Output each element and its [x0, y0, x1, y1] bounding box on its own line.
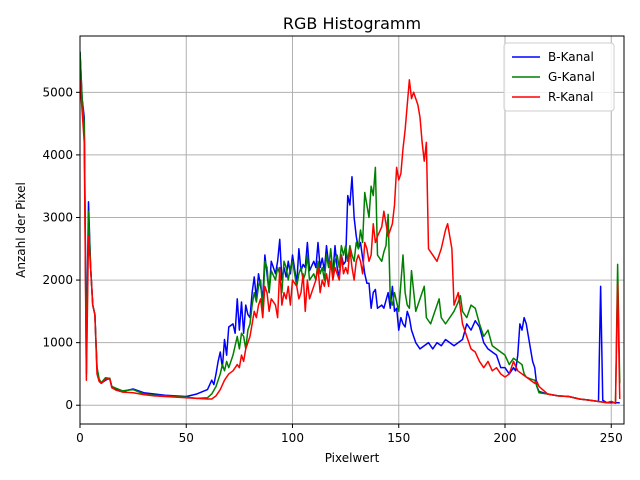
- y-tick-label-2000: 2000: [42, 273, 73, 287]
- y-axis: 0 1000 2000 3000 4000 5000: [42, 85, 80, 412]
- series-line-g-kanal: [80, 51, 621, 405]
- series-line-r-kanal: [80, 79, 621, 405]
- y-axis-label: Anzahl der Pixel: [14, 182, 28, 278]
- x-tick-label-50: 50: [179, 431, 194, 445]
- x-tick-label-200: 200: [494, 431, 517, 445]
- x-tick-label-100: 100: [281, 431, 304, 445]
- grid-lines: [79, 36, 624, 424]
- y-tick-label-0: 0: [65, 398, 73, 412]
- legend: B-Kanal G-Kanal R-Kanal: [503, 42, 615, 112]
- x-tick-label-250: 250: [600, 431, 623, 445]
- legend-label-b-kanal: B-Kanal: [548, 50, 594, 64]
- x-tick-label-0: 0: [76, 431, 84, 445]
- y-tick-label-4000: 4000: [42, 148, 73, 162]
- legend-label-g-kanal: G-Kanal: [548, 70, 595, 84]
- chart-title: RGB Histogramm: [283, 14, 421, 33]
- x-tick-label-150: 150: [387, 431, 410, 445]
- legend-label-r-kanal: R-Kanal: [548, 90, 594, 104]
- plot-frame: [79, 35, 625, 425]
- x-axis-label: Pixelwert: [325, 451, 380, 465]
- series-lines: [80, 51, 621, 405]
- y-tick-label-1000: 1000: [42, 336, 73, 350]
- legend-box: [503, 42, 615, 112]
- series-line-b-kanal: [80, 51, 620, 404]
- x-axis: 0 50 100 150 200 250: [76, 424, 623, 445]
- y-tick-label-3000: 3000: [42, 210, 73, 224]
- y-tick-label-5000: 5000: [42, 85, 73, 99]
